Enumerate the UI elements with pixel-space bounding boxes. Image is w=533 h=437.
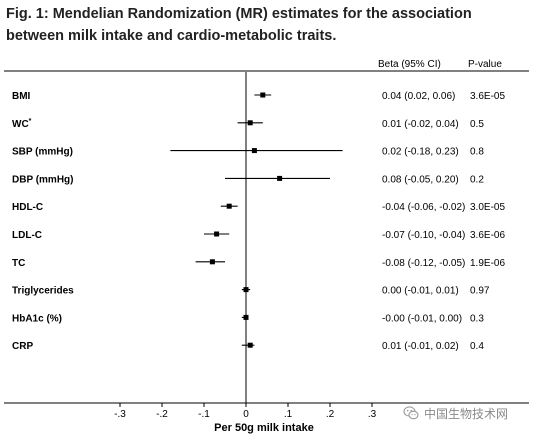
forest-row: HDL-C -0.04 (-0.06, -0.02) 3.0E-05: [12, 202, 505, 213]
p-value: 1.9E-06: [470, 258, 505, 269]
row-label-text: WC: [12, 119, 29, 130]
beta-ci-value: -0.04 (-0.06, -0.02): [382, 202, 465, 213]
p-value: 0.8: [470, 147, 484, 158]
x-tick-label: .3: [368, 409, 377, 420]
row-label: HDL-C: [12, 202, 43, 213]
point-estimate: [209, 259, 215, 265]
p-value: 0.3: [470, 313, 484, 324]
beta-ci-value: 0.01 (-0.02, 0.04): [382, 119, 459, 130]
p-value: 3.6E-05: [470, 91, 505, 102]
forest-row: TC -0.08 (-0.12, -0.05) 1.9E-06: [12, 258, 505, 269]
row-label-text: Triglycerides: [12, 286, 74, 297]
beta-ci-value: -0.07 (-0.10, -0.04): [382, 230, 465, 241]
point-estimate: [260, 92, 266, 98]
point-estimate: [247, 120, 253, 126]
row-label-text: HbA1c (%): [12, 313, 62, 324]
forest-row: SBP (mmHg) 0.02 (-0.18, 0.23) 0.8: [12, 147, 484, 158]
beta-ci-value: -0.08 (-0.12, -0.05): [382, 258, 465, 269]
beta-header: Beta (95% CI): [378, 59, 441, 70]
figure-title: Fig. 1: Mendelian Randomization (MR) est…: [6, 6, 472, 44]
forest-row: CRP 0.01 (-0.01, 0.02) 0.4: [12, 341, 484, 352]
p-value: 0.4: [470, 341, 484, 352]
x-tick-label: -.3: [114, 409, 126, 420]
forest-row: HbA1c (%) -0.00 (-0.01, 0.00) 0.3: [12, 313, 484, 324]
beta-ci-value: 0.08 (-0.05, 0.20): [382, 174, 459, 185]
row-label-text: DBP (mmHg): [12, 174, 73, 185]
row-label-text: SBP (mmHg): [12, 147, 73, 158]
x-tick-label: .1: [284, 409, 293, 420]
forest-row: DBP (mmHg) 0.08 (-0.05, 0.20) 0.2: [12, 174, 484, 185]
beta-ci-value: 0.04 (0.02, 0.06): [382, 91, 455, 102]
row-label-text: TC: [12, 258, 25, 269]
row-label: DBP (mmHg): [12, 174, 73, 185]
x-tick-label: 0: [243, 409, 249, 420]
point-estimate: [214, 231, 220, 237]
x-tick-label: -.2: [156, 409, 168, 420]
forest-row: LDL-C -0.07 (-0.10, -0.04) 3.6E-06: [12, 230, 505, 241]
row-label: TC: [12, 258, 25, 269]
beta-ci-value: 0.02 (-0.18, 0.23): [382, 147, 459, 158]
row-label: Triglycerides: [12, 286, 74, 297]
p-value: 0.2: [470, 174, 484, 185]
row-label: BMI: [12, 91, 31, 102]
point-estimate: [277, 175, 283, 181]
x-tick-label: -.1: [198, 409, 210, 420]
p-value: 3.6E-06: [470, 230, 505, 241]
p-value: 0.97: [470, 286, 490, 297]
x-axis-label: Per 50g milk intake: [214, 422, 314, 434]
point-estimate: [247, 342, 253, 348]
beta-ci-value: 0.00 (-0.01, 0.01): [382, 286, 459, 297]
beta-ci-value: 0.01 (-0.01, 0.02): [382, 341, 459, 352]
forest-row: Triglycerides 0.00 (-0.01, 0.01) 0.97: [12, 286, 490, 297]
row-label: LDL-C: [12, 230, 42, 241]
row-label: SBP (mmHg): [12, 147, 73, 158]
x-ticks: -.3 -.2 -.1 0 .1 .2 .3: [114, 403, 377, 420]
watermark: 中国生物技术网: [403, 403, 508, 423]
row-label-text: HDL-C: [12, 202, 43, 213]
point-estimate: [251, 148, 257, 154]
row-label-text: BMI: [12, 91, 31, 102]
x-tick-label: .2: [326, 409, 335, 420]
forest-row: BMI 0.04 (0.02, 0.06) 3.6E-05: [12, 91, 505, 102]
p-value: 3.0E-05: [470, 202, 505, 213]
pvalue-header: P-value: [468, 59, 502, 70]
forest-row: WC* 0.01 (-0.02, 0.04) 0.5: [12, 118, 484, 130]
rows: BMI 0.04 (0.02, 0.06) 3.6E-05 WC* 0.01 (-0.0…: [12, 91, 505, 352]
row-label-text: CRP: [12, 341, 33, 352]
p-value: 0.5: [470, 119, 484, 130]
row-label-superscript: *: [29, 118, 32, 125]
wechat-icon: [403, 406, 419, 420]
beta-ci-value: -0.00 (-0.01, 0.00): [382, 313, 462, 324]
point-estimate: [226, 203, 232, 209]
watermark-text: 中国生物技术网: [424, 406, 509, 421]
row-label: CRP: [12, 341, 33, 352]
row-label: HbA1c (%): [12, 313, 62, 324]
row-label-text: LDL-C: [12, 230, 42, 241]
row-label: WC*: [12, 118, 32, 130]
